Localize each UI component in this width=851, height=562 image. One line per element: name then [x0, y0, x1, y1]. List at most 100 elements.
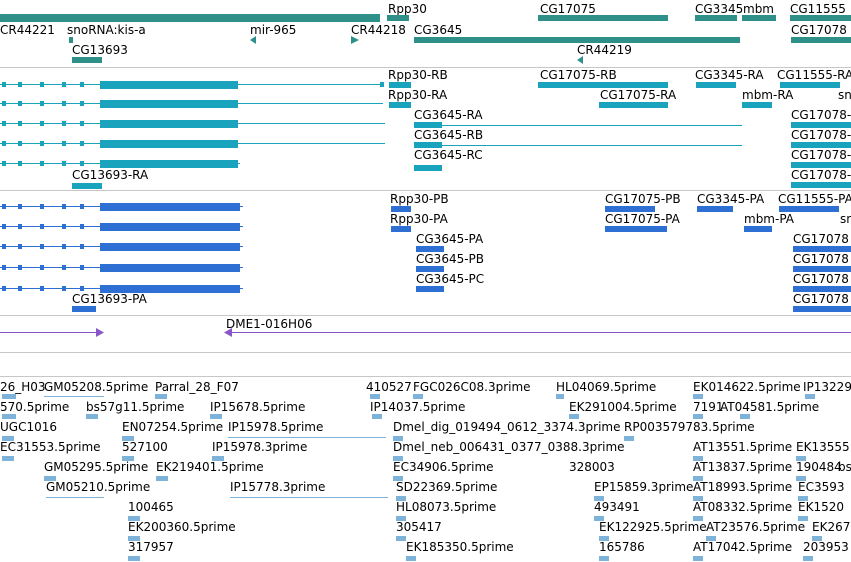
est-feature[interactable]	[812, 536, 822, 541]
gene-label-CG3345[interactable]: CG3345	[695, 2, 744, 16]
transcript-row[interactable]	[0, 159, 240, 169]
est-label[interactable]: 165786	[599, 540, 645, 554]
est-feature[interactable]	[693, 414, 703, 419]
transcript-row[interactable]	[0, 139, 385, 149]
clone-feature-DME1-016H06[interactable]	[228, 332, 851, 333]
est-label[interactable]: bs	[838, 460, 851, 474]
est-label[interactable]: EC3593	[798, 480, 845, 494]
gene-feature-CG3345[interactable]	[695, 15, 737, 21]
cds-label[interactable]: CG17078	[793, 232, 849, 246]
est-feature[interactable]	[406, 556, 416, 561]
est-feature[interactable]	[624, 436, 634, 441]
est-feature[interactable]	[44, 476, 56, 481]
est-feature[interactable]	[693, 496, 703, 501]
clone-label[interactable]: DME1-016H06	[226, 317, 313, 331]
est-label[interactable]: AT08332.5prime	[693, 500, 793, 514]
transcript-row[interactable]	[0, 99, 383, 109]
transcript-feature-CG17078[interactable]	[791, 142, 851, 148]
cds-label[interactable]: CG3345-PA	[697, 192, 765, 206]
est-feature[interactable]	[2, 436, 14, 441]
cds-feature-CG17075-PB[interactable]	[605, 206, 655, 212]
cds-label[interactable]: sn	[840, 212, 851, 226]
cds-feature-CG3645-PB[interactable]	[416, 266, 444, 272]
transcript-row[interactable]	[0, 80, 384, 90]
gene-feature-CR44219[interactable]	[577, 56, 585, 64]
cds-row[interactable]	[0, 222, 243, 232]
gene-feature-CG3645[interactable]	[414, 37, 740, 43]
transcript-label[interactable]: CG17075-RA	[600, 88, 677, 102]
est-feature[interactable]	[693, 456, 703, 461]
est-feature[interactable]	[122, 456, 134, 461]
transcript-label[interactable]: sn	[838, 88, 851, 102]
est-label[interactable]: EK219401.5prime	[156, 460, 264, 474]
transcript-label[interactable]: CG13693-RA	[72, 168, 149, 182]
est-label[interactable]: AT23576.5prime	[706, 520, 806, 534]
est-label[interactable]: 305417	[396, 520, 442, 534]
est-feature[interactable]	[805, 394, 815, 399]
est-label[interactable]: EK014622.5prime	[693, 380, 801, 394]
cds-label[interactable]: CG3645-PA	[416, 232, 484, 246]
est-label[interactable]: IP15978.5prime	[228, 420, 324, 434]
est-label[interactable]: EK185350.5prime	[406, 540, 514, 554]
est-feature[interactable]	[46, 497, 104, 498]
transcript-label[interactable]: CG17078-	[791, 148, 851, 162]
cds-feature-CG17078[interactable]	[793, 286, 851, 292]
est-feature[interactable]	[230, 497, 388, 498]
transcript-row[interactable]	[0, 119, 385, 129]
est-label[interactable]: FGC026C08.3prime	[413, 380, 531, 394]
est-feature[interactable]	[798, 516, 808, 521]
cds-feature-CG13693-PA[interactable]	[72, 306, 96, 312]
est-label[interactable]: EK13555	[796, 440, 850, 454]
est-feature[interactable]	[2, 414, 16, 419]
est-feature[interactable]	[693, 556, 703, 561]
est-label[interactable]: GM05208.5prime	[44, 380, 149, 394]
cds-label[interactable]: CG17078	[793, 272, 849, 286]
est-label[interactable]: IP15778.3prime	[230, 480, 326, 494]
est-label[interactable]: IP15678.5prime	[210, 400, 306, 414]
cds-label[interactable]: Rpp30-PA	[390, 212, 448, 226]
est-label[interactable]: EC31553.5prime	[0, 440, 101, 454]
est-feature[interactable]	[594, 496, 604, 501]
cds-feature-Rpp30-PB[interactable]	[391, 206, 411, 212]
cds-feature-CG11555-PA[interactable]	[779, 206, 839, 212]
est-feature[interactable]	[599, 536, 609, 541]
gene-feature-mbm[interactable]	[742, 15, 776, 21]
est-label[interactable]: 328003	[569, 460, 615, 474]
est-label[interactable]: SD22369.5prime	[396, 480, 498, 494]
est-feature[interactable]	[798, 496, 808, 501]
cds-label[interactable]: CG17075-PA	[605, 212, 680, 226]
gene-feature-CG17078[interactable]	[791, 37, 851, 43]
clone-feature-left[interactable]	[0, 332, 102, 333]
cds-label[interactable]: CG17075-PB	[605, 192, 681, 206]
est-feature[interactable]	[396, 536, 406, 541]
transcript-feature-Rpp30-RB[interactable]	[389, 82, 411, 88]
transcript-exons[interactable]	[414, 122, 442, 128]
est-label[interactable]: EK1520	[798, 500, 844, 514]
gene-label-CR44221[interactable]: CR44221	[0, 23, 55, 37]
cds-label[interactable]: CG3645-PB	[416, 252, 485, 266]
cds-feature-CG17078[interactable]	[793, 306, 851, 312]
transcript-feature-CG3345-RA[interactable]	[696, 82, 736, 88]
est-feature[interactable]	[693, 516, 703, 521]
gene-feature-snoRNA-kis-a[interactable]	[69, 37, 73, 43]
est-feature[interactable]	[2, 394, 16, 399]
cds-feature-CG17078[interactable]	[793, 266, 851, 272]
est-label[interactable]: EK267	[812, 520, 851, 534]
est-label[interactable]: AT17042.5prime	[693, 540, 793, 554]
est-feature[interactable]	[396, 516, 406, 521]
est-feature[interactable]	[796, 476, 806, 481]
est-label[interactable]: Dmel_neb_006431_0377_0388.3prime	[393, 440, 625, 454]
est-label[interactable]: GM05295.5prime	[44, 460, 149, 474]
est-label[interactable]: bs57g11.5prime	[86, 400, 185, 414]
cds-row[interactable]	[0, 242, 243, 252]
est-label[interactable]: Parral_28_F07	[155, 380, 239, 394]
transcript-feature-CG13693-RA[interactable]	[72, 183, 102, 189]
est-label[interactable]: AT04581.5prime	[720, 400, 820, 414]
cds-label[interactable]: Rpp30-PB	[390, 192, 449, 206]
est-label[interactable]: HL04069.5prime	[556, 380, 657, 394]
transcript-feature-CG3645-RA[interactable]	[414, 125, 742, 126]
est-label[interactable]: 7191	[693, 400, 724, 414]
transcript-feature-CG17075-RA[interactable]	[599, 102, 668, 108]
transcript-feature-Rpp30-RA[interactable]	[389, 102, 411, 108]
est-label[interactable]: 493491	[594, 500, 640, 514]
